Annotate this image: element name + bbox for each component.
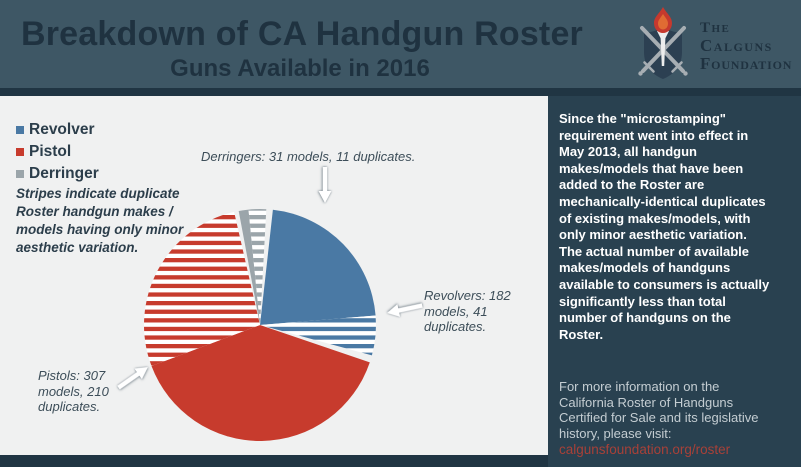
header: Breakdown of CA Handgun Roster Guns Avai…: [0, 0, 801, 88]
stripes-note: Stripes indicate duplicate Roster handgu…: [16, 186, 184, 255]
pie-slice-derringer: [238, 209, 260, 325]
microstamping-paragraph: Since the "microstamping" requirement we…: [559, 111, 770, 342]
pie-slice-derringer-duplicates: [248, 209, 267, 325]
logo-line-the: The: [700, 20, 731, 36]
revolver-callout: Revolvers: 182 models, 41 duplicates.: [424, 288, 511, 334]
pie-slice-revolver: [260, 209, 376, 325]
pistol-callout: Pistols: 307 models, 210 duplicates.: [38, 368, 109, 414]
derringer-arrow: [318, 167, 332, 203]
flame-icon: [654, 7, 672, 33]
revolver-color-swatch: [16, 126, 24, 134]
torch-icon: [657, 31, 669, 66]
derringer-callout: Derringers: 31 models, 11 duplicates.: [201, 149, 416, 164]
page-title: Breakdown of CA Handgun Roster: [21, 15, 583, 53]
page-subtitle: Guns Available in 2016: [170, 55, 430, 82]
revolver-arrow: [387, 303, 423, 317]
bottom-band: [0, 455, 548, 467]
more-info-text: For more information on the California R…: [559, 379, 759, 441]
header-divider-band: [0, 88, 801, 96]
sidebar: Since the "microstamping" requirement we…: [548, 96, 801, 467]
legend-item-derringer: Derringer: [16, 165, 99, 183]
legend-label: Revolver: [29, 121, 95, 138]
legend-item-revolver: Revolver: [16, 121, 99, 139]
pie-slice-pistol: [151, 325, 370, 441]
calguns-foundation-wordmark: The Calguns Foundation: [700, 20, 792, 72]
chart-legend: Revolver Pistol Derringer: [16, 121, 99, 187]
logo-line-calguns: Calguns: [700, 36, 773, 55]
derringer-color-swatch: [16, 170, 24, 178]
calguns-crest-icon: [638, 7, 688, 79]
legend-item-pistol: Pistol: [16, 143, 99, 161]
pistol-color-swatch: [16, 148, 24, 156]
pie-slice-revolver-duplicates: [260, 315, 376, 356]
logo-line-foundation: Foundation: [700, 54, 793, 73]
legend-label: Derringer: [29, 165, 99, 182]
calgunsfoundation-roster-link[interactable]: calgunsfoundation.org/roster: [559, 442, 731, 457]
legend-label: Pistol: [29, 143, 72, 160]
link-row: calgunsfoundation.org/roster: [559, 442, 730, 457]
